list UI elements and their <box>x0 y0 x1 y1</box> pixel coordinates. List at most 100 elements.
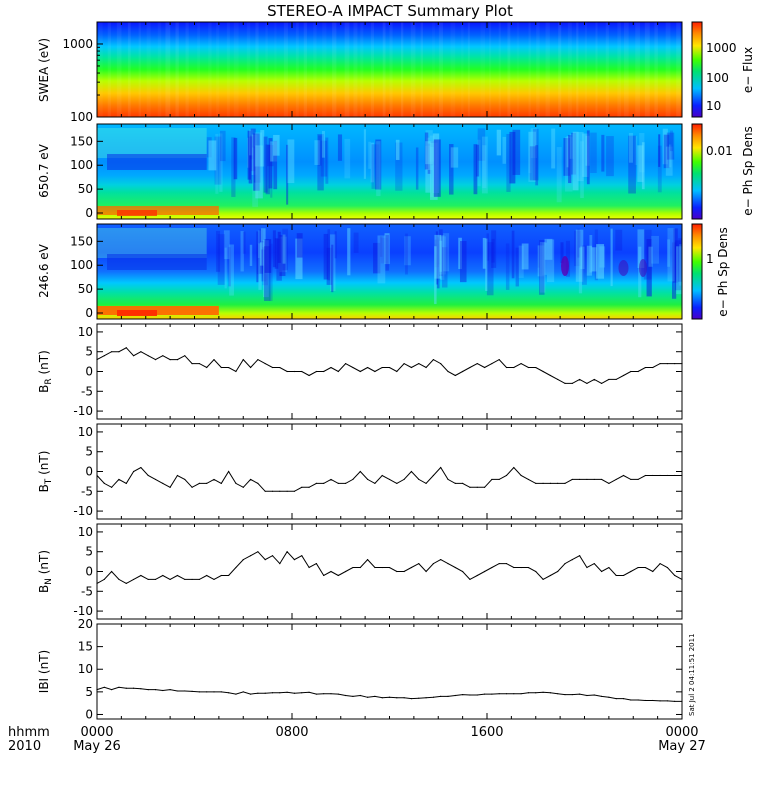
panel-br-point <box>374 370 376 373</box>
panel-bmag-point <box>176 690 179 692</box>
panel-bn-point <box>206 574 208 577</box>
panel-bmag-point <box>403 697 405 699</box>
panel-bmag-point <box>535 692 537 694</box>
panel-bt-point <box>462 482 464 484</box>
panel-bt-ytick-label: -10 <box>73 504 93 518</box>
panel-br-point <box>432 359 434 361</box>
panel-bn-point <box>315 562 317 565</box>
panel-bmag-point <box>374 695 376 697</box>
panel-bt-point <box>111 486 113 488</box>
panel-bt-point <box>308 486 310 488</box>
panel-bn-point <box>125 582 127 584</box>
panel-bt-point <box>257 482 259 484</box>
panel-bmag-point <box>235 693 237 695</box>
panel-bn-point <box>615 574 617 577</box>
panel-bt-point <box>681 474 683 477</box>
panel-br-point <box>622 374 625 377</box>
panel-bmag-point <box>301 692 303 694</box>
panel-bn-point <box>469 578 471 581</box>
panel-bn-point <box>637 566 639 569</box>
colorbar-246-label: e− Ph Sp Dens <box>716 227 730 316</box>
panel-bn-point <box>505 562 508 565</box>
panel-bn-point <box>476 574 478 577</box>
panel-bt-point <box>586 478 588 481</box>
panel-bt-point <box>96 474 98 477</box>
panel-br-ytick-label: 0 <box>85 365 93 379</box>
panel-br-point <box>140 351 142 353</box>
panel-br-point <box>491 362 493 365</box>
panel-br-point <box>162 355 164 357</box>
panel-br-point <box>184 355 186 357</box>
panel-bn-point <box>162 574 164 577</box>
panel-br-point <box>659 362 661 365</box>
panel-bn-point <box>374 566 376 569</box>
panel-br-point <box>264 362 266 365</box>
panel-bn-point <box>549 574 551 577</box>
panel-bn-point <box>220 574 222 577</box>
swea-ytick-label: 100 <box>70 110 93 124</box>
panel-bn-point <box>264 559 266 561</box>
panel-bn-point <box>286 551 288 553</box>
panel-br-point <box>323 370 325 373</box>
panel-bn-point <box>381 566 383 569</box>
panel-br-point <box>176 359 179 361</box>
panel-bt-point <box>564 482 566 484</box>
panel-bn-point <box>644 566 647 569</box>
panel-bmag-point <box>125 687 127 689</box>
panel-br-point <box>279 366 281 369</box>
panel-bt-point <box>557 482 559 484</box>
colorbar-650 <box>691 123 703 220</box>
panel-bmag-point <box>118 686 120 688</box>
panel-bt-point <box>454 482 456 484</box>
panel-bt-point <box>571 478 573 481</box>
panel-br-point <box>293 370 296 373</box>
panel-bn-point <box>681 578 683 581</box>
panel-bt-point <box>447 478 449 481</box>
panel-bmag-point <box>483 693 486 695</box>
panel-bt-point <box>169 486 171 488</box>
panel-bn-point <box>96 582 98 584</box>
panel-bn-point <box>564 562 566 565</box>
time-axis-footer: hhmm 2010 0000 0800 1600 0000 May 26 May… <box>8 725 706 754</box>
panel-bmag-point <box>220 691 222 693</box>
panel-bn-point <box>279 562 281 565</box>
panel-bt-point <box>381 474 383 477</box>
panel-bmag-point <box>366 696 369 698</box>
pad-650-spectrogram <box>96 123 683 220</box>
panel-bn-point <box>213 578 215 581</box>
panel-br-point <box>147 355 149 357</box>
panel-br-point <box>96 359 98 361</box>
panel-bmag-point <box>586 694 588 697</box>
panel-bt-point <box>213 478 215 481</box>
panel-bmag-point <box>630 699 632 701</box>
panel-bn-point <box>359 566 361 569</box>
panel-bn-point <box>271 555 274 557</box>
panel-bt-point <box>542 482 544 484</box>
panel-bt-point <box>659 474 661 477</box>
panel-bn-point <box>432 562 434 565</box>
panel-bn-ylabel: BN (nT) <box>37 550 54 593</box>
panel-bmag-point <box>308 691 310 693</box>
panel-bt-point <box>476 486 478 488</box>
panel-bmag-point <box>505 693 508 695</box>
panel-br-point <box>403 362 405 365</box>
panel-bn-point <box>169 578 171 581</box>
panel-bt-point <box>154 478 157 481</box>
panel-bt-point <box>315 482 317 484</box>
panel-bmag-point <box>418 697 420 699</box>
colorbar-flux <box>691 21 703 118</box>
panel-bmag-point <box>593 694 595 696</box>
panel-bt-point <box>176 474 179 477</box>
panel-bmag-point <box>666 700 668 702</box>
panel-br-point <box>337 370 339 373</box>
panel-bmag-point <box>147 688 149 691</box>
panel-bt-point <box>652 474 654 477</box>
panel-bt-point <box>352 478 354 481</box>
panel-bt-point <box>505 474 508 477</box>
panel-bt-point <box>286 490 288 492</box>
panel-bt-point <box>498 478 500 481</box>
panel-bmag-point <box>674 700 676 702</box>
colorbar-flux-label: e− Flux <box>741 47 755 93</box>
panel-br-point <box>169 359 171 361</box>
